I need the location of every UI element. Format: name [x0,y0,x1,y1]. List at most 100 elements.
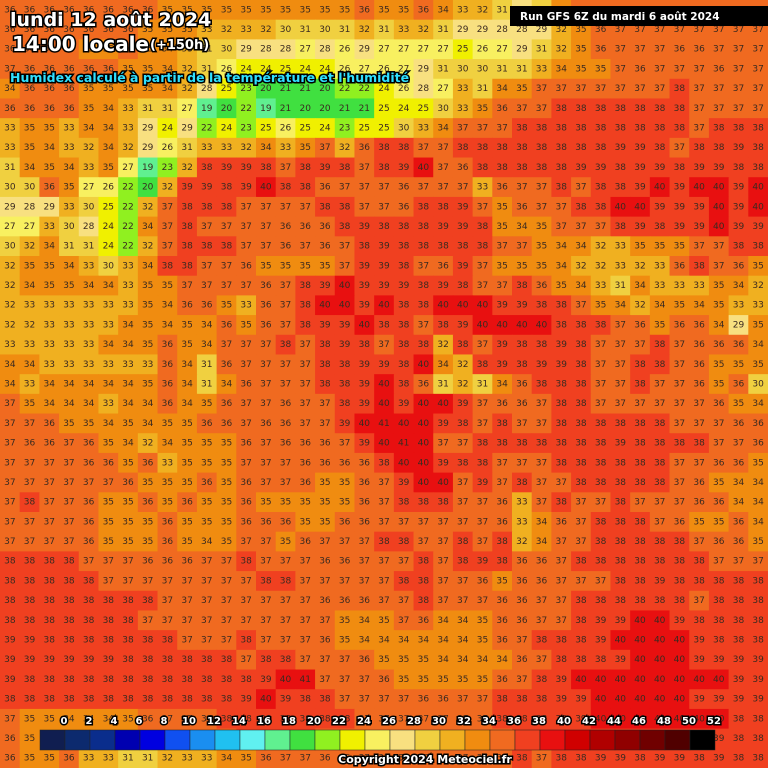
cell [177,315,198,336]
cell [354,295,375,316]
cell [374,0,395,21]
cell [689,630,710,651]
cell [472,177,493,198]
cell-value: 37 [63,517,74,527]
cell-value: 35 [142,340,153,350]
cell-value: 37 [300,557,311,567]
cell-value: 32 [556,45,567,55]
cell-value: 38 [4,695,16,705]
cell [649,295,671,316]
cell-value: 24 [398,104,410,114]
cell [748,571,768,592]
cell-value: 37 [674,64,685,74]
cell [551,59,572,80]
cell [590,413,611,434]
cell-value: 39 [693,655,705,665]
cell-value: 39 [359,360,371,370]
cell-value: 33 [477,183,488,193]
cell-value: 37 [24,517,35,527]
cell [157,472,178,493]
cell [59,551,80,572]
cell [216,512,237,533]
cell-value: 33 [122,360,133,370]
cell [433,137,454,159]
cell-value: 35 [122,458,133,468]
cell-value: 36 [536,557,548,567]
cell-value: 36 [162,399,174,409]
cell-value: 37 [201,636,212,646]
cell [78,78,99,99]
cell [256,315,277,336]
cell [708,512,730,533]
scale-box [689,729,716,751]
cell [59,354,80,375]
cell-value: 35 [44,714,55,724]
cell-value: 36 [713,498,725,508]
cell-value: 38 [575,143,587,153]
cell [295,571,316,592]
cell [413,531,434,552]
cell [748,157,768,178]
cell [649,374,671,395]
cell-value: 39 [477,478,489,488]
cell-value: 33 [201,143,212,153]
cell [610,590,631,611]
cell [275,19,296,40]
cell-value: 33 [398,25,409,35]
cell [78,354,99,375]
cell-value: 34 [556,261,568,271]
cell-value: 34 [103,143,115,153]
cell [649,452,671,474]
cell-value: 37 [595,498,606,508]
cell-value: 38 [122,675,134,685]
cell-value: 33 [83,163,94,173]
cell [748,512,768,533]
cell [374,19,395,40]
cell [512,571,533,592]
cell [196,118,218,139]
cell [689,393,710,415]
cell-value: 23 [162,163,173,173]
cell-value: 38 [201,202,213,212]
cell [748,118,768,139]
cell-value: 39 [83,655,95,665]
cell [669,452,690,474]
cell-value: 37 [693,242,704,252]
cell [433,39,454,60]
cell-value: 37 [516,242,527,252]
cell-value: 30 [24,183,36,193]
cell-value: 38 [556,183,568,193]
cell [137,551,159,572]
cell-value: 39 [240,183,252,193]
cell-value: 37 [575,498,586,508]
cell [689,256,710,277]
cell-value: 33 [181,754,192,764]
cell [295,118,316,139]
cell-value: 32 [260,25,271,35]
cell-value: 38 [339,360,351,370]
cell-value: 37 [477,281,488,291]
cell-value: 37 [201,596,212,606]
cell [98,413,119,434]
cell [137,177,159,198]
scale-box [414,729,441,751]
cell-value: 37 [63,439,74,449]
cell-value: 40 [260,695,272,705]
cell-value: 39 [733,695,745,705]
cell [571,413,592,434]
cell-value: 38 [44,596,56,606]
cell-value: 37 [615,45,626,55]
cell-value: 36 [280,242,292,252]
cell-value: 38 [674,163,686,173]
cell-value: 39 [556,340,568,350]
cell [236,452,257,474]
cell-value: 35 [674,242,685,252]
cell [19,78,40,99]
scale-label: 14 [232,716,246,727]
cell [728,472,749,493]
cell-value: 38 [83,576,95,586]
cell [118,571,139,592]
cell-value: 35 [103,84,114,94]
cell [512,492,533,513]
cell [354,393,375,415]
